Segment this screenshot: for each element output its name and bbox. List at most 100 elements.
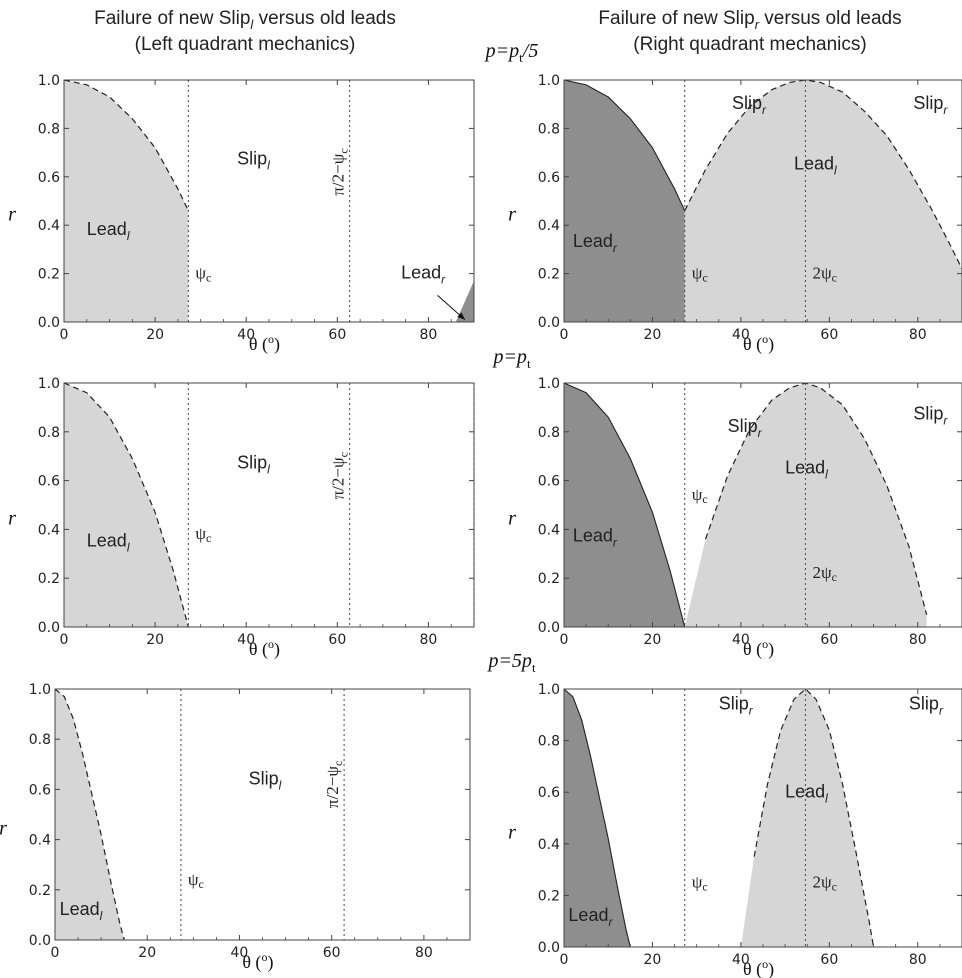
- panel-right-row-1: ψc 2ψc 0 20 40 60 80 0.0 0.2 0.4 0.6 0.8 1.0 θ (o) r Sl…: [508, 73, 962, 355]
- region-label-1: Slipr: [909, 694, 944, 718]
- x-tick-label-3: 60: [820, 632, 838, 648]
- x-axis-label: θ (o): [743, 637, 774, 660]
- vline-label-0: ψc: [692, 263, 708, 284]
- boundary-light-1: [684, 79, 962, 270]
- x-tick-label-2: 40: [732, 952, 750, 968]
- y-tick-label-4: 0.8: [38, 121, 60, 137]
- panel-left-row-1: ψc π/2−ψc 0 20 40 60 80 0.0 0.2 0.4 0.6 0.8 1.0 θ (o)…: [8, 73, 475, 355]
- x-axis-label: θ (o): [743, 957, 774, 978]
- x-axis-label: θ (o): [249, 332, 280, 355]
- y-tick-label-0: 0.0: [38, 620, 60, 636]
- y-tick-label-2: 0.4: [538, 522, 560, 538]
- region-light-1: [740, 689, 874, 947]
- region-label-3: Leadr: [568, 905, 613, 929]
- vline-label-0: ψc: [195, 263, 211, 284]
- y-tick-label-1: 0.2: [538, 571, 560, 587]
- region-label-1: Leadl: [87, 530, 130, 554]
- y-tick-label-0: 0.0: [538, 620, 560, 636]
- x-tick-label-0: 0: [560, 952, 569, 968]
- x-tick-label-2: 40: [237, 327, 255, 343]
- x-tick-label-1: 20: [644, 632, 662, 648]
- region-light-0: [55, 689, 125, 940]
- region-label-0: Slipr: [719, 694, 754, 718]
- x-axis-label: θ (o): [743, 332, 774, 355]
- region-label-2: Leadr: [401, 262, 446, 286]
- x-tick-label-1: 20: [644, 952, 662, 968]
- vline-label-1: 2ψc: [812, 873, 836, 894]
- x-tick-label-3: 60: [820, 327, 838, 343]
- y-tick-label-0: 0.0: [538, 315, 560, 331]
- y-tick-label-5: 1.0: [38, 376, 60, 392]
- x-tick-label-0: 0: [560, 632, 569, 648]
- axes-frame: [54, 688, 471, 941]
- boundary-light-1: [753, 688, 875, 948]
- y-tick-label-3: 0.6: [29, 782, 51, 798]
- boundary-dark-0: [563, 688, 631, 948]
- x-tick-label-4: 80: [909, 327, 927, 343]
- y-tick-label-5: 1.0: [538, 376, 560, 392]
- y-tick-label-1: 0.2: [38, 267, 60, 283]
- right-column-title: Failure of new Slipr versus old leads: [598, 8, 901, 32]
- y-tick-label-4: 0.8: [538, 425, 560, 441]
- x-tick-label-3: 60: [820, 952, 838, 968]
- y-tick-label-2: 0.4: [538, 837, 560, 853]
- x-tick-label-1: 20: [644, 327, 662, 343]
- boundary-light-0: [63, 79, 189, 211]
- y-tick-label-2: 0.4: [538, 218, 560, 234]
- y-axis-label: r: [8, 508, 16, 530]
- y-tick-label-4: 0.8: [538, 121, 560, 137]
- y-tick-label-4: 0.8: [538, 734, 560, 750]
- x-tick-label-3: 60: [328, 327, 346, 343]
- y-tick-label-3: 0.6: [538, 785, 560, 801]
- x-tick-label-0: 0: [51, 945, 60, 961]
- x-tick-label-4: 80: [909, 952, 927, 968]
- region-label-1: Leadl: [87, 219, 130, 243]
- y-axis-label: r: [508, 203, 516, 225]
- y-tick-label-1: 0.2: [29, 883, 51, 899]
- y-tick-label-1: 0.2: [538, 267, 560, 283]
- y-tick-label-1: 0.2: [538, 888, 560, 904]
- region-label-0: Slipl: [237, 149, 270, 173]
- region-label-3: Leadr: [573, 526, 618, 550]
- region-label-1: Slipr: [913, 404, 948, 428]
- x-tick-label-0: 0: [60, 632, 69, 648]
- region-label-2: Leadl: [785, 457, 828, 481]
- boundary-dark-0: [563, 382, 686, 628]
- x-tick-label-2: 40: [231, 945, 249, 961]
- y-tick-label-4: 0.8: [29, 732, 51, 748]
- y-tick-label-5: 1.0: [38, 73, 60, 89]
- boundary-light-1: [704, 382, 928, 615]
- region-dark-0: [564, 383, 685, 627]
- x-tick-label-4: 80: [415, 945, 433, 961]
- x-tick-label-1: 20: [146, 327, 164, 343]
- region-light-0: [64, 80, 189, 322]
- vline-label-1: π/2−ψc: [329, 148, 351, 195]
- y-axis-label: r: [8, 203, 16, 225]
- x-tick-label-0: 0: [60, 327, 69, 343]
- region-light-0: [64, 383, 189, 627]
- vline-label-0: ψc: [188, 870, 204, 891]
- annotation-arrowhead: [457, 312, 465, 320]
- y-tick-label-0: 0.0: [38, 315, 60, 331]
- y-tick-label-3: 0.6: [538, 170, 560, 186]
- y-tick-label-2: 0.4: [29, 833, 51, 849]
- y-tick-label-3: 0.6: [538, 474, 560, 490]
- x-tick-label-4: 80: [420, 632, 438, 648]
- y-axis-label: r: [0, 818, 7, 840]
- y-tick-label-0: 0.0: [29, 933, 51, 949]
- x-tick-label-0: 0: [560, 327, 569, 343]
- x-tick-label-1: 20: [138, 945, 156, 961]
- x-tick-label-2: 40: [732, 327, 750, 343]
- y-tick-label-5: 1.0: [538, 73, 560, 89]
- right-column-subtitle: (Right quadrant mechanics): [633, 34, 866, 55]
- region-light-1: [684, 80, 962, 322]
- x-tick-label-2: 40: [237, 632, 255, 648]
- x-tick-label-3: 60: [323, 945, 341, 961]
- region-label-0: Slipr: [732, 93, 767, 117]
- y-tick-label-5: 1.0: [538, 682, 560, 698]
- row-label-1: p=pt/5: [484, 40, 539, 65]
- x-tick-label-4: 80: [909, 632, 927, 648]
- y-tick-label-0: 0.0: [538, 940, 560, 956]
- y-tick-label-5: 1.0: [29, 682, 51, 698]
- boundary-dark-0: [563, 79, 686, 211]
